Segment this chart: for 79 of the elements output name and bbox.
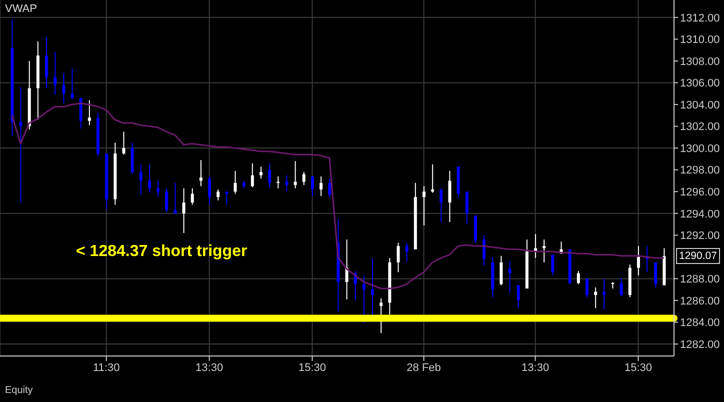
- candlestick: [542, 239, 546, 263]
- candlestick: [45, 36, 48, 89]
- candlestick: [371, 258, 374, 316]
- candlestick: [156, 180, 160, 198]
- annotation: < 1284.37 short trigger: [76, 243, 248, 261]
- text: Equity: [5, 385, 33, 396]
- candlestick: [440, 188, 443, 223]
- y-tick-label: 1288.00: [680, 274, 720, 286]
- candlestick: [431, 164, 434, 194]
- y-tick-label: 1282.00: [680, 338, 720, 351]
- candlestick: [70, 68, 74, 100]
- y-tick-label: 1312.00: [680, 12, 720, 24]
- candlestick: [508, 260, 512, 294]
- candlestick: [302, 172, 306, 186]
- x-tick-label: 28 Feb: [406, 362, 441, 374]
- candlestick: [396, 242, 400, 273]
- candlestick: [276, 176, 280, 189]
- x-tick-label: 13:30: [522, 362, 550, 374]
- x-tick-label: 15:30: [624, 362, 652, 374]
- candlestick: [516, 284, 520, 309]
- candlestick: [174, 182, 177, 214]
- candlestick: [294, 160, 297, 189]
- candlestick: [19, 86, 22, 203]
- y-tick-label: 1308.00: [680, 56, 720, 68]
- candlestick: [148, 164, 151, 194]
- candlestick: [586, 278, 588, 298]
- candlestick: [551, 254, 554, 276]
- candlestick: [310, 176, 314, 196]
- candlestick: [79, 97, 82, 129]
- y-tick-label: 1294.00: [680, 208, 720, 220]
- y-tick-label: 1310.00: [680, 34, 720, 46]
- candlestick: [500, 255, 503, 286]
- x-tick-label: 15:30: [298, 362, 326, 374]
- y-tick-label: 1292.00: [680, 230, 720, 242]
- candlestick: [636, 246, 640, 276]
- candlestick: [54, 52, 57, 96]
- candlestick: [380, 298, 383, 334]
- candlestick: [165, 188, 168, 213]
- candlestick: [62, 72, 66, 104]
- candlestick: [422, 186, 426, 226]
- candlestick: [139, 164, 142, 196]
- candlestick: [405, 242, 408, 262]
- y-tick-label: 1296.00: [680, 186, 720, 199]
- candlestick: [362, 274, 366, 324]
- candlestick: [602, 278, 606, 310]
- candlestick: [268, 162, 272, 189]
- chart-title: VWAP: [5, 3, 37, 15]
- candlestick: [88, 100, 91, 126]
- y-tick-label: 1306.00: [680, 78, 720, 90]
- candlestick: [260, 166, 262, 180]
- y-tick-label: 1284.00: [680, 317, 720, 330]
- candlestick: [130, 142, 134, 175]
- x-tick-label: 13:30: [196, 362, 224, 374]
- y-tick-label: 1304.00: [680, 99, 720, 112]
- candlestick: [216, 188, 220, 201]
- y-tick-label: 1300.00: [680, 142, 720, 155]
- candlestick: [320, 176, 323, 196]
- y-tick-label: 1286.00: [680, 295, 720, 308]
- candlestick: [448, 170, 452, 223]
- candlestick: [328, 178, 332, 199]
- candlestick: [482, 234, 486, 266]
- x-tick-label: 11:30: [93, 362, 120, 374]
- candlestick: [465, 191, 468, 225]
- candlestick: [208, 176, 212, 206]
- candlestick: [234, 170, 237, 194]
- candlestick: [620, 277, 623, 297]
- candlestick: [250, 162, 254, 188]
- candlestick: [285, 174, 288, 192]
- candlestick: [594, 286, 598, 309]
- candlestick: [199, 160, 202, 187]
- candlestick: [576, 270, 580, 285]
- text: 1290.07: [676, 248, 720, 264]
- candlestick: [190, 188, 194, 206]
- candlestick: [182, 188, 186, 234]
- candlestick: [225, 191, 228, 206]
- candlestick: [654, 262, 658, 288]
- candlestick: [122, 131, 126, 156]
- y-tick-label: 1298.00: [680, 164, 720, 177]
- y-tick-label: 1302.00: [680, 121, 720, 134]
